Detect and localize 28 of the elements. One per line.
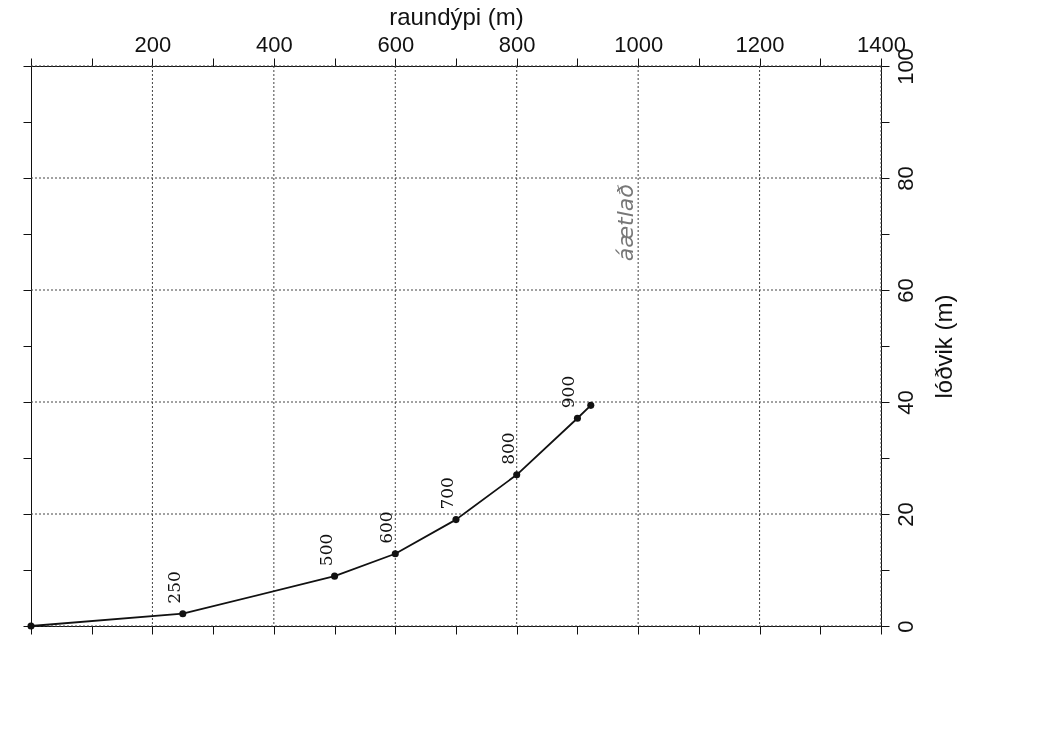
- text: 900: [558, 375, 579, 409]
- annotation: áætlað: [613, 184, 638, 262]
- y-tick-label: 80: [892, 166, 918, 191]
- point: [452, 516, 460, 524]
- text: 500: [315, 533, 336, 567]
- point: [391, 550, 399, 558]
- x-tick-label: 400: [256, 31, 293, 57]
- x-tick-label: 1000: [614, 31, 664, 57]
- x-tick-label: 200: [134, 31, 172, 57]
- point: [27, 622, 35, 630]
- point: [513, 471, 521, 479]
- text: 250: [163, 571, 184, 604]
- y-tick-label: 60: [892, 278, 918, 303]
- x-axis-title: raundýpi (m): [389, 2, 524, 30]
- y-tick-label: 40: [892, 390, 918, 415]
- y-axis-title: lóðvik (m): [929, 294, 957, 399]
- x-tick-label: 600: [377, 31, 415, 57]
- y-tick-label: 0: [892, 620, 918, 633]
- point: [573, 414, 581, 422]
- text: 600: [376, 511, 397, 544]
- x-tick-label: 1200: [735, 31, 785, 57]
- text: 800: [497, 432, 518, 465]
- point: [179, 610, 187, 618]
- point: [587, 401, 595, 409]
- x-tick-label: 800: [498, 31, 536, 57]
- point: [331, 572, 339, 580]
- text: 700: [437, 477, 457, 510]
- y-tick-label: 20: [892, 502, 918, 527]
